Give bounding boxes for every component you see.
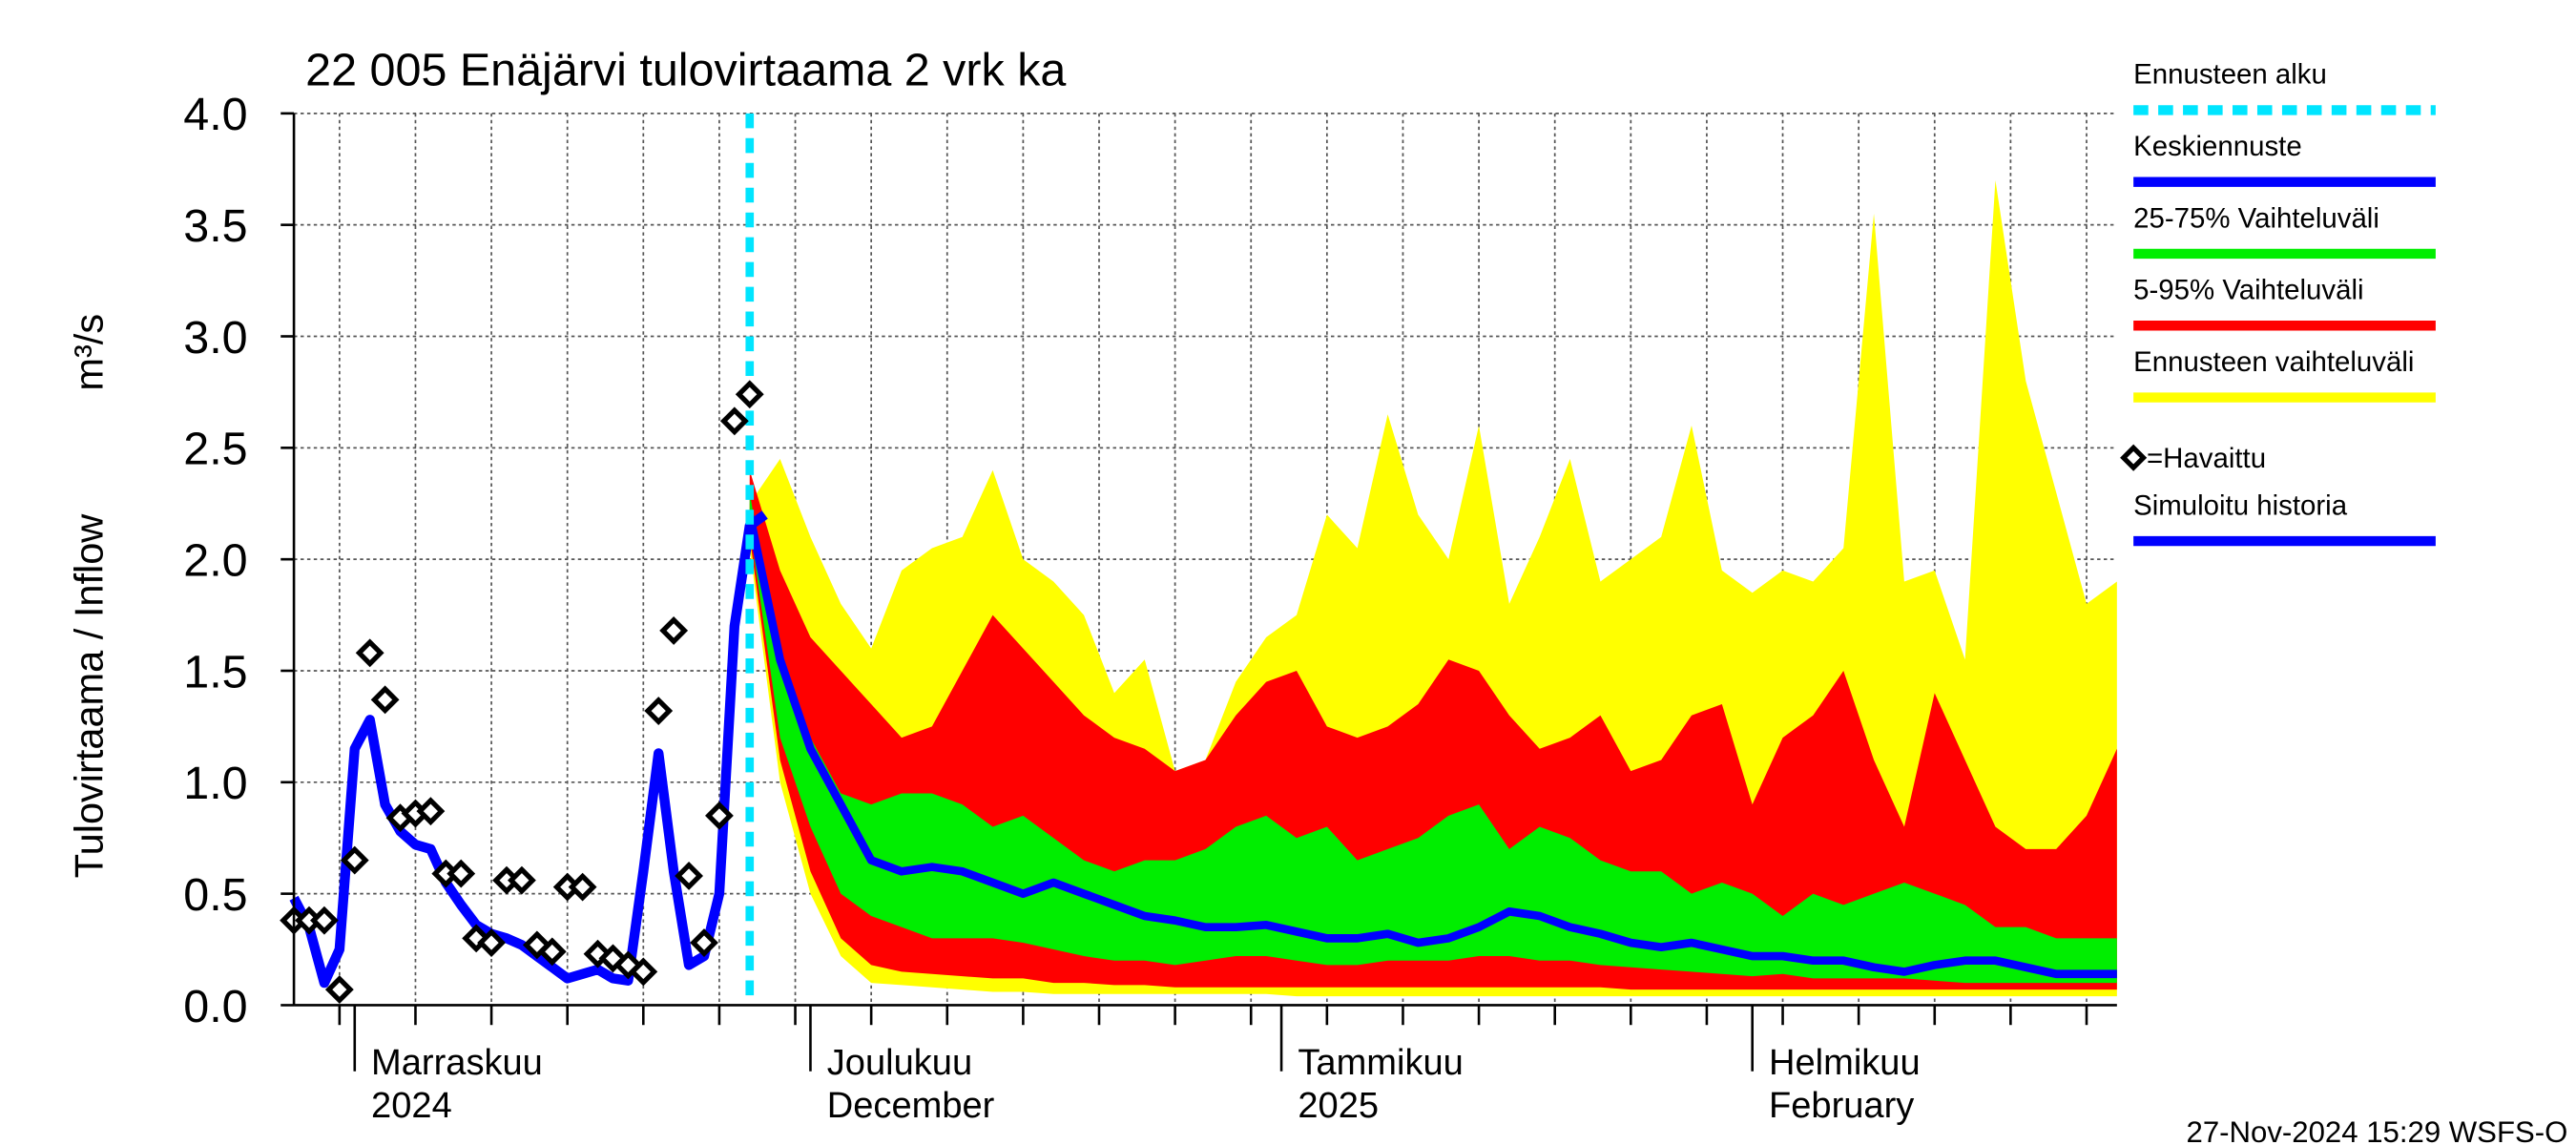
- observed-point: [659, 616, 689, 645]
- x-tick-label: Joulukuu: [827, 1043, 972, 1083]
- median-line: [745, 513, 2117, 979]
- observed-point: [370, 685, 400, 715]
- observed-point: [644, 697, 674, 725]
- observed-point: [477, 928, 506, 957]
- legend-label: Ennusteen alku: [2133, 59, 2327, 91]
- observed-point: [537, 937, 567, 967]
- forecast-band: [749, 492, 2117, 984]
- y-tick-label: 4.0: [183, 89, 247, 140]
- x-tick-label: 2025: [1298, 1086, 1379, 1126]
- y-tick-label: 3.5: [183, 200, 247, 252]
- y-tick-label: 0.5: [183, 869, 247, 921]
- observed-point: [447, 859, 476, 888]
- observed-point: [416, 797, 446, 826]
- observed-point: [735, 380, 764, 409]
- y-tick-label: 1.5: [183, 646, 247, 697]
- observed-point: [340, 845, 369, 875]
- observed-point: [324, 975, 354, 1005]
- x-tick-label: 2024: [371, 1086, 452, 1126]
- observed-point: [508, 865, 536, 895]
- legend-marker: [2120, 444, 2148, 471]
- observed-point: [355, 638, 384, 668]
- legend-label: Simuloitu historia: [2133, 489, 2348, 521]
- x-tick-label: Marraskuu: [371, 1043, 543, 1083]
- forecast-band: [749, 469, 2117, 990]
- chart-title: 22 005 Enäjärvi tulovirtaama 2 vrk ka: [305, 44, 1066, 95]
- legend-label: Keskiennuste: [2133, 131, 2302, 162]
- x-tick-label: Helmikuu: [1769, 1043, 1921, 1083]
- y-axis-unit: m³/s: [66, 314, 111, 391]
- observed-point: [690, 928, 718, 957]
- footer: 27-Nov-2024 15:29 WSFS-O: [2187, 1115, 2568, 1145]
- x-tick-label: Tammikuu: [1298, 1043, 1463, 1083]
- legend-label: 25-75% Vaihteluväli: [2133, 202, 2379, 234]
- x-tick-label: February: [1769, 1086, 1914, 1126]
- y-tick-label: 3.0: [183, 312, 247, 364]
- observed-point: [310, 906, 339, 935]
- y-axis-label: Tulovirtaama / Inflow: [66, 513, 111, 878]
- legend-label: Ennusteen vaihteluväli: [2133, 346, 2414, 378]
- legend-label: 5-95% Vaihteluväli: [2133, 275, 2363, 306]
- x-tick-label: December: [827, 1086, 995, 1126]
- legend-label: =Havaittu: [2147, 443, 2266, 474]
- observed-point: [719, 406, 749, 436]
- y-tick-label: 2.5: [183, 424, 247, 475]
- observed-point: [629, 957, 658, 987]
- y-tick-label: 2.0: [183, 534, 247, 586]
- observed-point: [705, 801, 734, 830]
- y-tick-label: 1.0: [183, 758, 247, 809]
- observed-point: [675, 862, 703, 890]
- simulated-line: [289, 510, 768, 989]
- observed-point: [568, 872, 597, 902]
- y-tick-label: 0.0: [183, 981, 247, 1032]
